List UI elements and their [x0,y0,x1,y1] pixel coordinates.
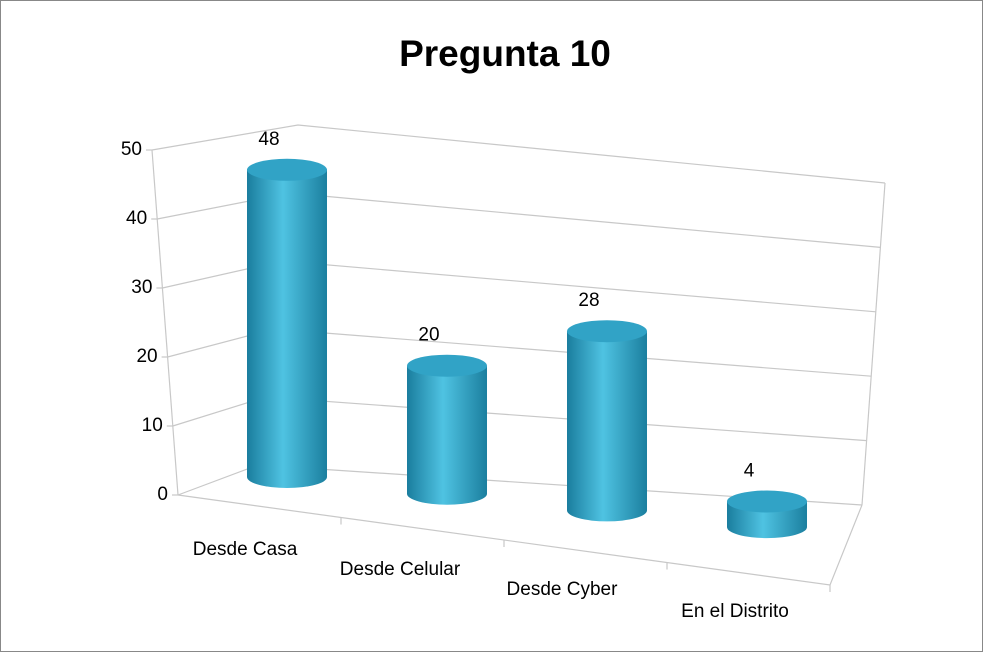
bar [727,490,808,539]
right-wall-edge [861,182,886,506]
y-axis [151,149,179,496]
x-tick-label: Desde Celular [340,559,461,580]
bar-top [727,490,807,513]
x-tick-label: Desde Casa [193,539,298,560]
data-label: 4 [744,461,755,482]
chart-title: Pregunta 10 [399,33,611,74]
bar [407,354,487,505]
y-tick-label: 10 [142,415,163,436]
bar-side [567,331,647,522]
y-tick-label: 30 [131,277,152,298]
bar-top [247,158,327,181]
y-tick-label: 20 [136,346,157,367]
y-tick-label: 0 [157,484,168,505]
bar-top [567,320,647,343]
bar-side [247,169,327,489]
bar [247,158,327,489]
grid-line [151,124,886,184]
y-tick-label: 50 [121,139,142,160]
bar-top [407,354,487,377]
bar-side [407,365,487,505]
data-label: 28 [578,290,599,311]
x-tick-label: Desde Cyber [507,579,619,600]
data-label: 48 [258,129,279,150]
y-tick-label: 40 [126,208,147,229]
bar [567,320,647,522]
x-tick-label: En el Distrito [681,601,789,622]
data-label: 20 [418,325,439,346]
